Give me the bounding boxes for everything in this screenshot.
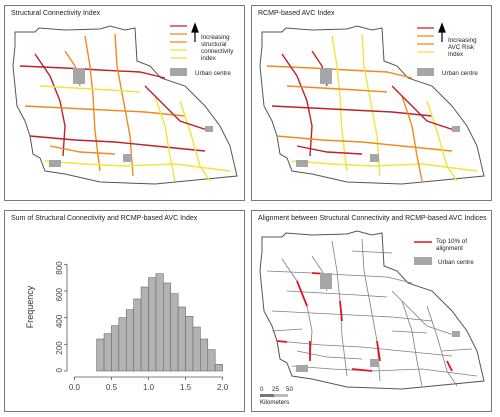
increasing-arrow-icon	[438, 22, 446, 42]
urban-centres	[296, 273, 460, 372]
x-tick-label: 2.0	[217, 383, 229, 392]
histogram-bar	[214, 364, 223, 372]
legend-line-1: Increasing	[201, 34, 230, 41]
legend: Increasing AVC Risk Index Urban centre	[417, 22, 478, 77]
histogram-bar	[155, 273, 164, 372]
legend-line-2: AVC Risk	[448, 44, 475, 51]
legend-line-4: index	[201, 55, 217, 62]
y-tick-label: 0	[55, 367, 64, 372]
histogram-bar	[111, 325, 120, 372]
y-tick-label: 400	[55, 314, 64, 328]
histogram-bar	[170, 293, 179, 372]
x-tick-label: 1.5	[180, 383, 192, 392]
histogram-bar	[140, 286, 149, 372]
map-outline	[259, 230, 485, 390]
structural-connectivity-map: Increasing structural connectivity index…	[12, 22, 238, 185]
top-alignment-segments	[276, 272, 453, 372]
histogram-bar	[125, 309, 134, 372]
alignment-map: Top 10% of alignment Urban centre 0 25 5…	[259, 230, 485, 406]
legend: Increasing structural connectivity index…	[170, 22, 234, 77]
x-tick-label: 0.0	[69, 383, 81, 392]
legend-line-3: Index	[448, 51, 464, 58]
scale-unit: Kilometers	[260, 399, 289, 406]
panel-title: RCMP-based AVC Index	[258, 10, 335, 17]
legend-line-2: structural	[201, 41, 226, 48]
panel-rcmp-avc: RCMP-based AVC Index	[251, 5, 492, 201]
histogram-bar	[96, 338, 105, 372]
y-axis-label: Frequency	[25, 285, 35, 328]
y-tick-label: 600	[55, 287, 64, 301]
panel-alignment: Alignment between Structural Connectivit…	[251, 210, 492, 412]
urban-label: Urban centre	[438, 259, 474, 266]
urban-swatch	[414, 257, 432, 265]
legend-line-1: Increasing	[448, 37, 477, 44]
x-tick-label: 1.0	[143, 383, 155, 392]
x-tick-label: 0.5	[106, 383, 118, 392]
y-tick-label: 800	[55, 261, 64, 275]
histogram-bar	[177, 306, 186, 372]
panel-title: Structural Connectivity Index	[11, 10, 101, 17]
road-network	[266, 238, 478, 387]
urban-label: Urban centre	[442, 70, 478, 77]
histogram-bar	[200, 338, 209, 372]
histogram-bar	[148, 277, 157, 372]
legend-line-1: Top 10% of	[436, 238, 467, 245]
histogram-chart: 0 200 400 600 800 0.0 0.5 1.0 1.5 2.0 Frequency	[25, 261, 229, 392]
histogram-bar	[133, 298, 142, 372]
panel-structural-connectivity: Structural Connectivity Index	[4, 5, 245, 201]
urban-label: Urban centre	[195, 70, 231, 77]
panel-histogram: Sum of Structural Connectivity and RCMP-…	[4, 210, 245, 412]
histogram-bar	[185, 316, 194, 372]
urban-swatch	[170, 68, 187, 76]
scale-tick-50: 50	[286, 386, 293, 393]
legend-line-2: alignment	[436, 245, 463, 252]
histogram-bar	[192, 326, 201, 372]
urban-centres	[49, 68, 213, 167]
scale-tick-25: 25	[272, 386, 279, 393]
histogram-bar	[103, 333, 112, 372]
rcmp-avc-map: Increasing AVC Risk Index Urban centre	[259, 22, 485, 185]
histogram-axes: 0 200 400 600 800 0.0 0.5 1.0 1.5 2.0	[55, 261, 229, 392]
urban-swatch	[417, 68, 434, 76]
legend: Top 10% of alignment Urban centre	[414, 238, 474, 266]
panel-title: Alignment between Structural Connectivit…	[258, 215, 487, 222]
panel-title: Sum of Structural Connectivity and RCMP-…	[11, 215, 198, 222]
histogram-bars	[96, 273, 223, 372]
road-network	[19, 33, 231, 182]
urban-centres	[296, 68, 460, 167]
histogram-bar	[163, 282, 172, 372]
scale-tick-0: 0	[260, 386, 264, 393]
histogram-bar	[118, 317, 127, 372]
legend-line-3: connectivity	[201, 48, 234, 55]
y-tick-label: 200	[55, 341, 64, 355]
scale-bar: 0 25 50 Kilometers	[260, 386, 293, 406]
increasing-arrow-icon	[191, 22, 199, 42]
histogram-bar	[207, 349, 216, 372]
